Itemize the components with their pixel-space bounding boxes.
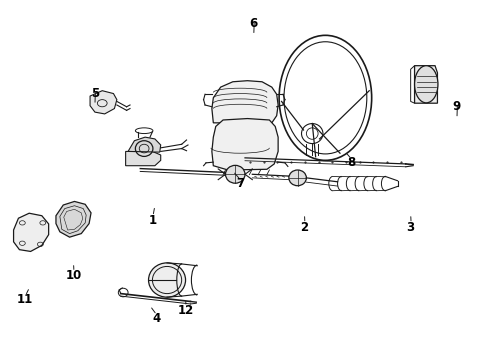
Polygon shape [125, 152, 161, 166]
Text: 2: 2 [300, 221, 309, 234]
Polygon shape [415, 66, 438, 103]
Ellipse shape [225, 165, 245, 183]
Polygon shape [90, 91, 117, 114]
Polygon shape [128, 137, 161, 152]
Text: 9: 9 [453, 100, 461, 113]
Text: 1: 1 [148, 213, 156, 226]
Text: 10: 10 [65, 269, 82, 282]
Polygon shape [212, 81, 278, 123]
Text: 11: 11 [17, 293, 33, 306]
Text: 8: 8 [347, 156, 355, 169]
Text: 6: 6 [249, 17, 258, 30]
Text: 12: 12 [177, 304, 194, 317]
Text: 7: 7 [236, 177, 244, 190]
Ellipse shape [415, 66, 438, 103]
Text: 5: 5 [91, 87, 99, 100]
Polygon shape [56, 202, 91, 237]
Polygon shape [14, 213, 49, 251]
Text: 4: 4 [152, 312, 160, 325]
Ellipse shape [289, 170, 306, 186]
Text: 3: 3 [407, 221, 415, 234]
Ellipse shape [148, 263, 186, 297]
Polygon shape [212, 118, 278, 170]
